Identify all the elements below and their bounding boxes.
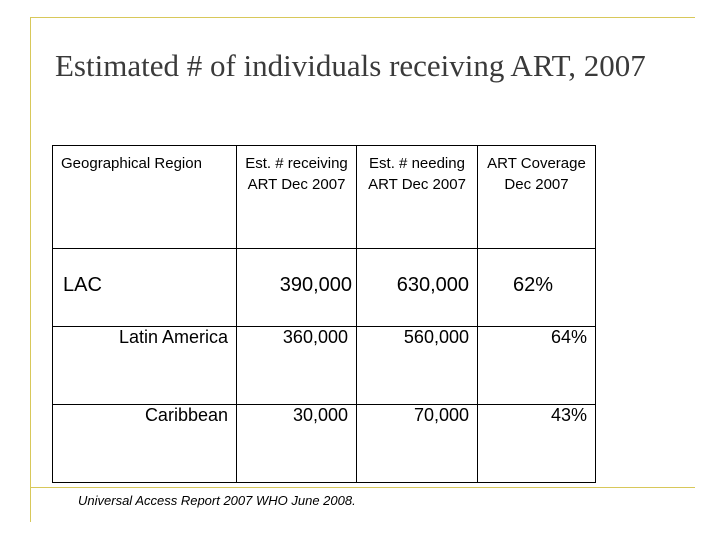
table-row: LAC 390,000 630,000 62% (52, 248, 596, 327)
cell-needing: 70,000 (356, 404, 478, 483)
cell-coverage: 62% (477, 248, 596, 327)
frame-left-line (30, 17, 31, 522)
header-coverage: ART Coverage Dec 2007 (477, 145, 596, 249)
cell-coverage: 43% (477, 404, 596, 483)
cell-needing: 630,000 (356, 248, 478, 327)
frame-top-line (30, 17, 695, 18)
cell-region: Caribbean (52, 404, 237, 483)
cell-receiving: 30,000 (236, 404, 357, 483)
source-citation: Universal Access Report 2007 WHO June 20… (78, 493, 356, 508)
frame-bottom-line (30, 487, 695, 488)
cell-receiving: 360,000 (236, 326, 357, 405)
header-receiving: Est. # receiving ART Dec 2007 (236, 145, 357, 249)
header-needing: Est. # needing ART Dec 2007 (356, 145, 478, 249)
cell-needing: 560,000 (356, 326, 478, 405)
cell-receiving: 390,000 (236, 248, 357, 327)
cell-region: LAC (52, 248, 237, 327)
table-header-row: Geographical Region Est. # receiving ART… (52, 145, 596, 249)
header-region: Geographical Region (52, 145, 237, 249)
page-title: Estimated # of individuals receiving ART… (55, 48, 646, 83)
cell-region: Latin America (52, 326, 237, 405)
cell-coverage: 64% (477, 326, 596, 405)
table-row: Caribbean 30,000 70,000 43% (52, 404, 596, 483)
art-table: Geographical Region Est. # receiving ART… (52, 145, 596, 483)
table-row: Latin America 360,000 560,000 64% (52, 326, 596, 405)
